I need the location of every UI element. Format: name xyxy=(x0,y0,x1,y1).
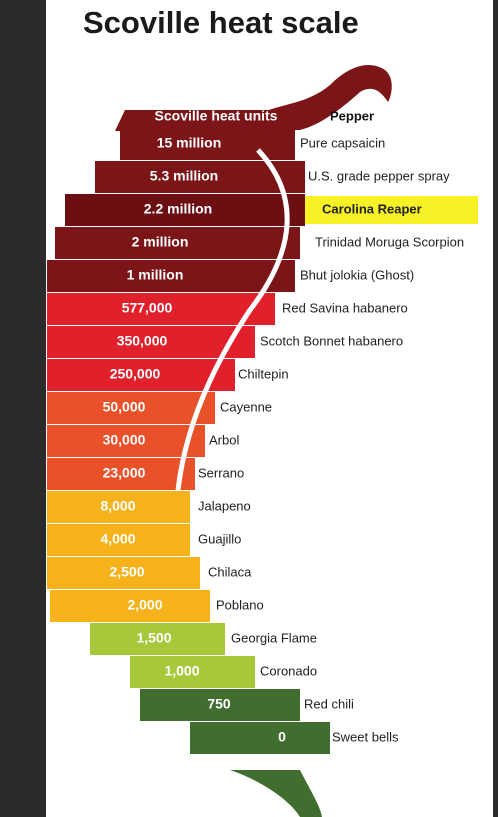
heat-label: 2,000 xyxy=(127,597,162,613)
pepper-name: Trinidad Moruga Scorpion xyxy=(315,234,464,249)
heat-band xyxy=(47,458,195,490)
units-header: Scoville heat units xyxy=(155,108,278,124)
heat-label: 30,000 xyxy=(103,432,146,448)
heat-band xyxy=(140,689,300,721)
pepper-name: Jalapeno xyxy=(198,498,251,513)
heat-band xyxy=(65,194,305,226)
heat-band xyxy=(190,722,330,754)
pepper-name: Georgia Flame xyxy=(231,630,317,645)
highlight xyxy=(277,196,478,224)
pepper-name: Coronado xyxy=(260,663,317,678)
heat-label: 750 xyxy=(207,696,231,712)
heat-label: 2.2 million xyxy=(144,201,212,217)
heat-label: 250,000 xyxy=(110,366,161,382)
heat-band xyxy=(47,425,205,457)
pepper-name: Poblano xyxy=(216,597,264,612)
heat-label: 50,000 xyxy=(103,399,146,415)
pepper-name: Carolina Reaper xyxy=(322,201,422,216)
pepper-name: Cayenne xyxy=(220,399,272,414)
pepper-name: Arbol xyxy=(209,432,239,447)
heat-label: 1 million xyxy=(127,267,184,283)
pepper-name: Chiltepin xyxy=(238,366,289,381)
heat-label: 1,500 xyxy=(136,630,171,646)
pepper-name: Sweet bells xyxy=(332,729,399,744)
heat-label: 23,000 xyxy=(103,465,146,481)
pepper-name: Chilaca xyxy=(208,564,252,579)
heat-label: 0 xyxy=(278,729,286,745)
rows: 15 million Pure capsaicin 5.3 million U.S. … xyxy=(47,128,464,754)
heat-label: 8,000 xyxy=(100,498,135,514)
heat-label: 577,000 xyxy=(122,300,173,316)
heat-band xyxy=(47,326,255,358)
heat-label: 1,000 xyxy=(164,663,199,679)
heat-band xyxy=(47,392,215,424)
pepper-name: Red chili xyxy=(304,696,354,711)
heat-label: 2 million xyxy=(132,234,189,250)
pepper-name: Guajillo xyxy=(198,531,241,546)
heat-band xyxy=(130,656,255,688)
pepper-name: U.S. grade pepper spray xyxy=(308,168,450,183)
heat-label: 2,500 xyxy=(109,564,144,580)
heat-band xyxy=(47,260,295,292)
heat-band xyxy=(47,359,235,391)
pepper-tip xyxy=(230,770,322,817)
header-band xyxy=(115,110,300,131)
heat-label: 350,000 xyxy=(117,333,168,349)
heat-band xyxy=(47,491,190,523)
heat-band xyxy=(120,128,295,160)
heat-band xyxy=(47,293,275,325)
pepper-name: Bhut jolokia (Ghost) xyxy=(300,267,414,282)
right-border xyxy=(493,0,498,817)
heat-band xyxy=(55,227,300,259)
left-border xyxy=(0,0,46,817)
pepper-name: Pure capsaicin xyxy=(300,135,385,150)
heat-label: 5.3 million xyxy=(150,168,218,184)
heat-band xyxy=(90,623,225,655)
heat-label: 15 million xyxy=(157,135,222,151)
pepper-name: Scotch Bonnet habanero xyxy=(260,333,403,348)
heat-band xyxy=(47,557,200,589)
heat-band xyxy=(47,524,190,556)
heat-band xyxy=(50,590,210,622)
pepper-curve xyxy=(175,148,290,491)
pepper-name: Red Savina habanero xyxy=(282,300,408,315)
heat-label: 4,000 xyxy=(100,531,135,547)
pepper-header: Pepper xyxy=(330,108,374,123)
pepper-name: Serrano xyxy=(198,465,244,480)
title: Scoville heat scale xyxy=(83,5,359,40)
